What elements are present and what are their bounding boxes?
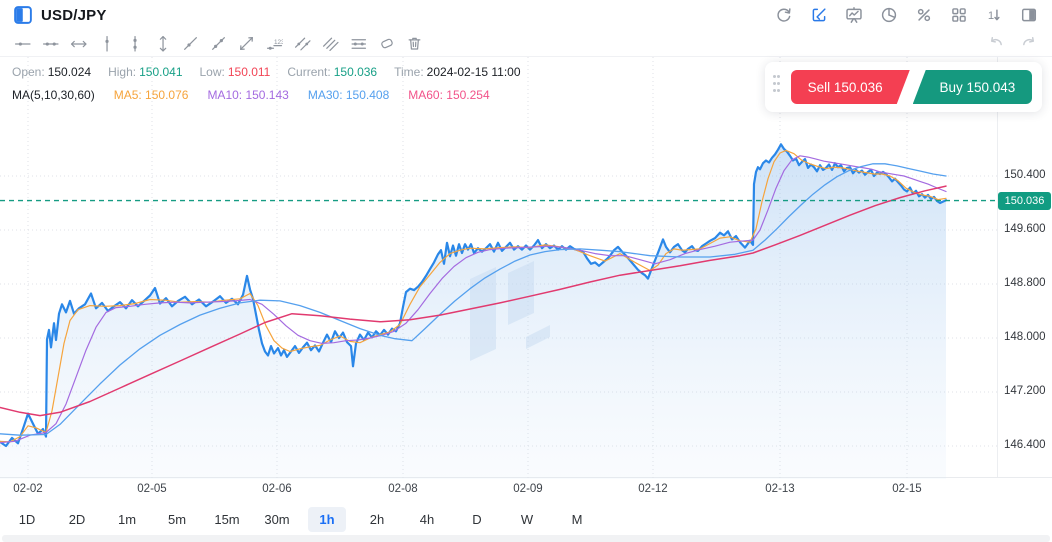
watermark-logo <box>470 261 550 361</box>
timeframe-4h[interactable]: 4h <box>419 512 435 527</box>
price-tick: 147.200 <box>1004 385 1046 397</box>
ma-values: MA5: 150.076 MA10: 150.143 MA30: 150.408 MA… <box>114 88 490 102</box>
drag-handle-icon[interactable] <box>773 75 785 99</box>
quote-bar: Open: 150.024 High: 150.041 Low: 150.011 Cu… <box>12 65 521 79</box>
header: USD/JPY 1 <box>0 0 1052 30</box>
svg-text:1: 1 <box>988 10 994 22</box>
price-tick: 148.800 <box>1004 277 1046 289</box>
chart-canvas[interactable] <box>0 57 997 479</box>
horizontal-line-icon[interactable] <box>70 35 87 52</box>
percent-icon[interactable] <box>915 6 933 24</box>
time-scale[interactable]: 02-02 02-05 02-06 02-08 02-09 02-12 02-13 02-15 <box>0 483 997 499</box>
timeframe-D[interactable]: D <box>472 512 482 527</box>
price-tick: 150.400 <box>1004 169 1046 181</box>
vertical-segment-icon[interactable] <box>126 35 143 52</box>
ma-group-label: MA(5,10,30,60) <box>12 88 95 102</box>
header-icon-bar: 1 <box>775 6 1038 24</box>
bottom-scrollbar[interactable] <box>2 535 1050 542</box>
timeframe-M[interactable]: M <box>571 512 583 527</box>
timeframe-1h[interactable]: 1h <box>308 507 346 532</box>
high-quote: High: 150.041 <box>108 65 183 79</box>
ma-item: MA10: 150.143 <box>207 88 289 102</box>
timeframe-W[interactable]: W <box>520 512 534 527</box>
drawing-tools: 123 <box>14 35 423 52</box>
parallel-channel-icon[interactable] <box>294 35 311 52</box>
timeframe-5m[interactable]: 5m <box>167 512 187 527</box>
trash-icon[interactable] <box>406 35 423 52</box>
date-tick: 02-15 <box>892 483 922 495</box>
chart-panel: Open: 150.024 High: 150.041 Low: 150.011 Cu… <box>0 56 1052 479</box>
draw-icon[interactable] <box>810 6 828 24</box>
svg-text:123: 123 <box>274 39 283 46</box>
horizontal-ray-icon[interactable] <box>14 35 31 52</box>
low-quote: Low: 150.011 <box>199 65 271 79</box>
current-quote: Current: 150.036 <box>287 65 378 79</box>
date-tick: 02-05 <box>137 483 167 495</box>
date-tick: 02-09 <box>513 483 543 495</box>
panel-right-icon[interactable] <box>1020 6 1038 24</box>
trend-segment-icon[interactable] <box>210 35 227 52</box>
trend-ray-icon[interactable] <box>182 35 199 52</box>
undo-icon[interactable] <box>987 34 1005 52</box>
ma-item: MA60: 150.254 <box>408 88 490 102</box>
eraser-icon[interactable] <box>378 35 395 52</box>
series-MA10 <box>0 155 947 444</box>
date-tick: 02-13 <box>765 483 795 495</box>
multi-line-icon[interactable] <box>322 35 339 52</box>
timeframe-30m[interactable]: 30m <box>264 512 290 527</box>
history-controls <box>987 34 1038 52</box>
time-quote: Time: 2024-02-15 11:00 <box>394 65 521 79</box>
price-tick: 146.400 <box>1004 439 1046 451</box>
horizontal-segment-icon[interactable] <box>42 35 59 52</box>
timeframe-bar: 1D 2D 1m 5m 15m 30m 1h 2h 4h D W M <box>8 507 608 532</box>
vertical-ray-icon[interactable] <box>98 35 115 52</box>
ma-item: MA5: 150.076 <box>113 88 189 102</box>
vertical-line-icon[interactable] <box>154 35 171 52</box>
trend-line-icon[interactable] <box>238 35 255 52</box>
page-title: USD/JPY <box>41 6 107 24</box>
symbol-flag-icon <box>14 6 32 24</box>
open-quote: Open: 150.024 <box>12 65 92 79</box>
series-MA30 <box>0 163 947 436</box>
timeframe-1D[interactable]: 1D <box>18 512 36 527</box>
chart-board-icon[interactable] <box>845 6 863 24</box>
date-tick: 02-12 <box>638 483 668 495</box>
ma-legend: MA(5,10,30,60) MA5: 150.076 MA10: 150.143… <box>12 88 490 102</box>
series-MA60 <box>0 185 947 417</box>
timeframe-15m[interactable]: 15m <box>214 512 240 527</box>
apps-grid-icon[interactable] <box>950 6 968 24</box>
pie-chart-icon[interactable] <box>880 6 898 24</box>
price-levels-icon[interactable] <box>350 35 367 52</box>
sort-icon[interactable]: 1 <box>985 6 1003 24</box>
refresh-icon[interactable] <box>775 6 793 24</box>
buy-button[interactable]: Buy 150.043 <box>912 70 1032 104</box>
drawing-toolbar: 123 <box>0 30 1052 56</box>
price-note-icon[interactable]: 123 <box>266 35 283 52</box>
series-MA5 <box>0 149 947 443</box>
timeframe-1m[interactable]: 1m <box>117 512 137 527</box>
timeframe-2D[interactable]: 2D <box>68 512 86 527</box>
price-axis-separator <box>997 57 998 477</box>
ma-item: MA30: 150.408 <box>307 88 390 102</box>
price-tick: 148.000 <box>1004 331 1046 343</box>
trade-widget: Sell 150.036 Buy 150.043 <box>765 62 1042 112</box>
redo-icon[interactable] <box>1020 34 1038 52</box>
price-tick: 149.600 <box>1004 223 1046 235</box>
date-tick: 02-02 <box>13 483 43 495</box>
date-tick: 02-06 <box>262 483 292 495</box>
date-tick: 02-08 <box>388 483 418 495</box>
sell-button[interactable]: Sell 150.036 <box>791 70 910 104</box>
timeframe-2h[interactable]: 2h <box>369 512 385 527</box>
current-price-badge: 150.036 <box>998 191 1051 210</box>
